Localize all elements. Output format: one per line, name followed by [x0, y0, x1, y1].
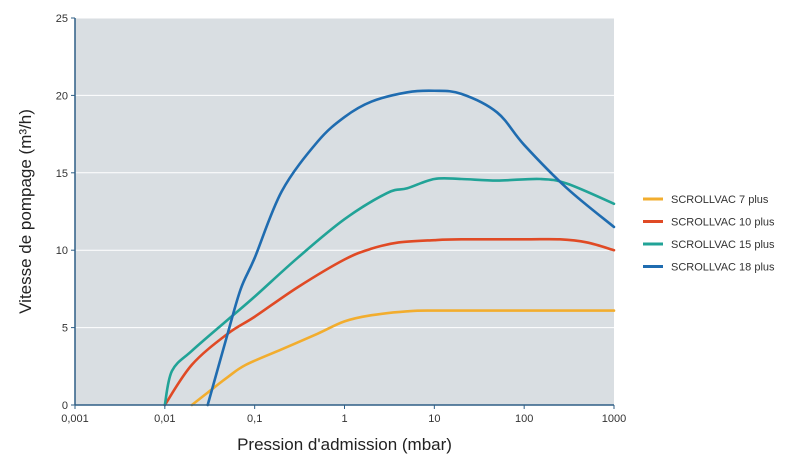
- series-line-scrollvac-18-plus: [206, 89, 616, 407]
- legend-label-scrollvac-7-plus: SCROLLVAC 7 plus: [671, 194, 769, 206]
- y-tick-label: 15: [56, 168, 68, 180]
- series-line-scrollvac-15-plus: [163, 176, 616, 407]
- x-tick-label: 0,01: [154, 413, 175, 425]
- tick-labels: 0,001 0,01 0,1 1 10 100 1000 0 5 10 15 20 25: [56, 13, 626, 425]
- y-tick-label: 10: [56, 245, 68, 257]
- y-axis-title: Vitesse de pompage (m³/h): [16, 109, 35, 314]
- axes: [71, 17, 615, 409]
- y-tick-label: 5: [62, 323, 68, 335]
- x-tick-label: 1000: [602, 413, 626, 425]
- x-tick-label: 10: [428, 413, 440, 425]
- y-tick-label: 20: [56, 90, 68, 102]
- series-line-scrollvac-10-plus: [163, 237, 616, 407]
- legend: SCROLLVAC 7 plus SCROLLVAC 10 plus SCROLLV…: [643, 194, 775, 274]
- grid-lines: [75, 17, 614, 329]
- y-tick-label: 0: [62, 400, 68, 412]
- legend-label-scrollvac-18-plus: SCROLLVAC 18 plus: [671, 262, 775, 274]
- x-tick-label: 0,1: [247, 413, 262, 425]
- x-tick-label: 0,001: [61, 413, 89, 425]
- x-tick-label: 100: [515, 413, 533, 425]
- x-axis-title: Pression d'admission (mbar): [237, 435, 452, 454]
- plot-background: [75, 18, 614, 405]
- series-lines: [163, 89, 616, 407]
- legend-label-scrollvac-10-plus: SCROLLVAC 10 plus: [671, 217, 775, 229]
- series-line-scrollvac-7-plus: [190, 309, 616, 407]
- x-tick-label: 1: [341, 413, 347, 425]
- legend-label-scrollvac-15-plus: SCROLLVAC 15 plus: [671, 239, 775, 251]
- y-tick-label: 25: [56, 13, 68, 25]
